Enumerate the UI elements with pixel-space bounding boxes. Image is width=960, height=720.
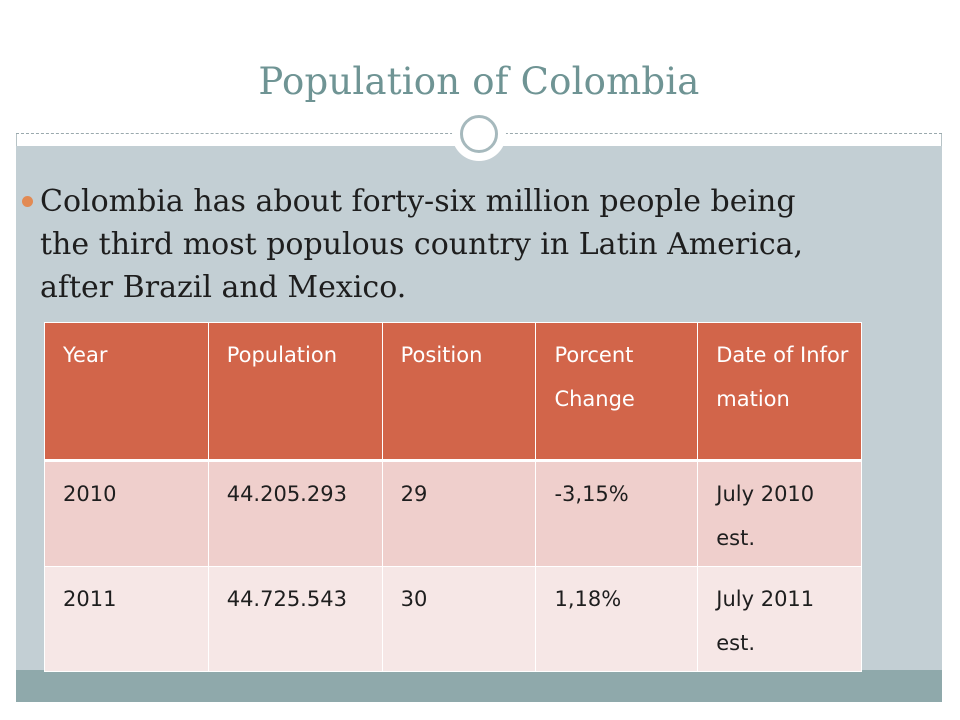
header-year: Year	[44, 322, 209, 462]
cell-year: 2010	[44, 460, 209, 567]
table-header-row: Year Population Position Porcent Change …	[44, 322, 862, 462]
header-population: Population	[207, 322, 383, 462]
bullet-icon	[22, 196, 33, 207]
population-table: Year Population Position Porcent Change …	[44, 322, 862, 672]
cell-percent-change: 1,18%	[535, 566, 699, 672]
bullet-text: Colombia has about forty-six million peo…	[40, 184, 804, 305]
divider-circle-ring	[460, 115, 498, 153]
cell-date-of-information: July 2010 est.	[697, 460, 862, 567]
footer-bar	[16, 670, 942, 702]
cell-position: 30	[381, 566, 537, 672]
cell-position: 29	[381, 460, 537, 567]
table-row: 2011 44.725.543 30 1,18% July 2011 est.	[44, 566, 862, 672]
slide-title: Population of Colombia	[258, 60, 700, 103]
cell-date-of-information: July 2011 est.	[697, 566, 862, 672]
cell-year: 2011	[44, 566, 209, 672]
cell-population: 44.205.293	[207, 460, 383, 567]
header-position: Position	[381, 322, 537, 462]
header-percent-change: Porcent Change	[535, 322, 699, 462]
header-date-of-information: Date of Information	[697, 322, 862, 462]
cell-percent-change: -3,15%	[535, 460, 699, 567]
cell-population: 44.725.543	[207, 566, 383, 672]
table-row: 2010 44.205.293 29 -3,15% July 2010 est.	[44, 460, 862, 567]
